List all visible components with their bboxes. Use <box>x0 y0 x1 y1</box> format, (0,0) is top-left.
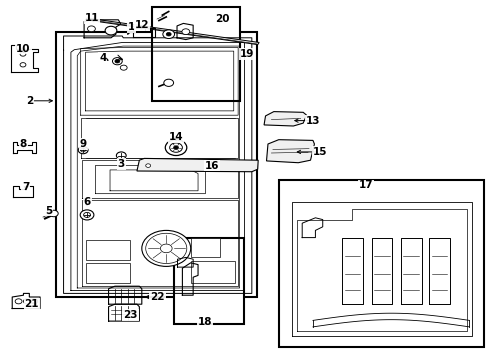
Text: 13: 13 <box>305 116 320 126</box>
Text: 5: 5 <box>45 206 52 216</box>
Circle shape <box>166 32 171 36</box>
Text: 12: 12 <box>134 20 149 30</box>
Circle shape <box>160 244 172 253</box>
Circle shape <box>78 147 88 154</box>
Circle shape <box>173 146 178 149</box>
Text: 14: 14 <box>168 132 183 142</box>
Text: 19: 19 <box>239 49 254 59</box>
Circle shape <box>15 299 22 304</box>
Bar <box>190 238 220 257</box>
Circle shape <box>80 210 94 220</box>
Text: 23: 23 <box>123 310 138 320</box>
Text: 8: 8 <box>20 139 27 149</box>
Circle shape <box>87 26 95 32</box>
Polygon shape <box>85 18 259 45</box>
Circle shape <box>182 29 189 35</box>
Polygon shape <box>137 158 258 172</box>
Text: 16: 16 <box>204 161 219 171</box>
Circle shape <box>31 299 38 304</box>
Text: 7: 7 <box>22 182 30 192</box>
Circle shape <box>115 59 120 63</box>
Text: 22: 22 <box>150 292 164 302</box>
Text: 17: 17 <box>358 180 372 190</box>
Circle shape <box>112 58 122 65</box>
Text: 9: 9 <box>80 139 86 149</box>
Circle shape <box>145 233 186 264</box>
Circle shape <box>169 143 182 152</box>
Bar <box>85 263 129 283</box>
Text: 20: 20 <box>215 14 229 24</box>
Text: 1: 1 <box>127 22 134 32</box>
Circle shape <box>145 164 150 167</box>
Text: 11: 11 <box>84 13 99 23</box>
Circle shape <box>163 30 174 39</box>
Bar <box>190 261 234 283</box>
Text: 10: 10 <box>16 44 31 54</box>
Bar <box>151 7 239 101</box>
Bar <box>278 180 483 347</box>
Text: 4: 4 <box>99 53 106 63</box>
Circle shape <box>20 63 26 67</box>
Bar <box>56 32 256 297</box>
Circle shape <box>120 65 127 70</box>
Text: 6: 6 <box>83 197 90 207</box>
Text: 21: 21 <box>24 299 39 309</box>
Text: 2: 2 <box>26 96 33 106</box>
Circle shape <box>116 152 126 159</box>
Circle shape <box>81 148 85 152</box>
Bar <box>173 238 244 324</box>
Circle shape <box>142 230 190 266</box>
Circle shape <box>165 140 186 156</box>
Circle shape <box>105 26 117 35</box>
Circle shape <box>83 212 90 217</box>
Circle shape <box>49 210 58 217</box>
Polygon shape <box>264 112 306 126</box>
Polygon shape <box>266 140 314 163</box>
Text: 3: 3 <box>118 159 124 169</box>
Text: 18: 18 <box>198 317 212 327</box>
Circle shape <box>23 299 30 304</box>
Circle shape <box>20 52 26 56</box>
Bar <box>85 240 129 260</box>
Text: 15: 15 <box>312 147 327 157</box>
Circle shape <box>163 79 173 86</box>
